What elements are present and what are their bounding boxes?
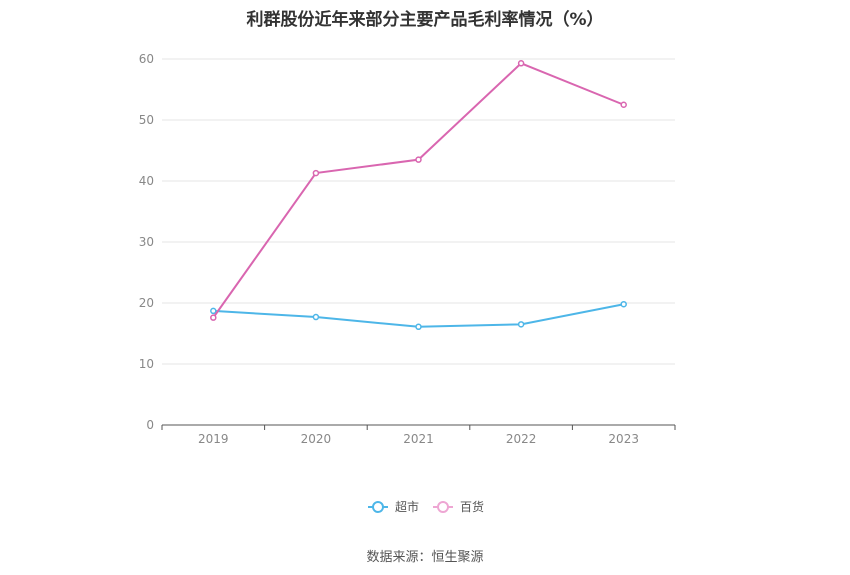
y-tick-label: 40 xyxy=(139,174,154,188)
x-tick-label: 2020 xyxy=(301,432,332,446)
x-tick-label: 2021 xyxy=(403,432,434,446)
legend-item-2[interactable]: 百货 xyxy=(433,499,484,514)
y-tick-label: 60 xyxy=(139,52,154,66)
legend-item-1[interactable]: 超市 xyxy=(368,499,419,514)
series-layer xyxy=(210,60,627,331)
chart-title: 利群股份近年来部分主要产品毛利率情况（%） xyxy=(246,10,604,30)
data-point xyxy=(517,321,525,328)
data-source: 数据来源：恒生聚源 xyxy=(366,550,484,565)
legend[interactable]: 超市 百货 xyxy=(368,499,484,514)
y-tick-label: 10 xyxy=(139,357,154,371)
data-point xyxy=(415,323,422,331)
x-tick-label: 2023 xyxy=(608,432,639,446)
legend-label: 超市 xyxy=(395,499,419,514)
series-line-2 xyxy=(212,62,625,319)
x-tick-label: 2019 xyxy=(198,432,229,446)
legend-swatch-marker xyxy=(437,501,449,513)
y-tick-label: 0 xyxy=(146,418,154,432)
y-tick-label: 20 xyxy=(139,296,154,310)
data-point xyxy=(210,314,217,321)
y-tick-label: 50 xyxy=(139,113,154,127)
data-point xyxy=(517,60,525,67)
data-point xyxy=(210,307,217,315)
axis-layer: 0 10 20 30 40 50 60 2019 2020 2021 2022 2023 xyxy=(139,52,676,446)
legend-swatch-marker xyxy=(372,501,384,513)
data-point xyxy=(620,300,627,308)
data-point xyxy=(312,313,320,321)
data-point xyxy=(312,169,320,177)
y-tick-label: 30 xyxy=(139,235,154,249)
data-point xyxy=(620,101,627,108)
x-tick-label: 2022 xyxy=(506,432,537,446)
data-point xyxy=(415,156,422,163)
legend-label: 百货 xyxy=(460,499,484,514)
series-line-1 xyxy=(213,303,624,328)
grid-layer xyxy=(162,58,675,365)
